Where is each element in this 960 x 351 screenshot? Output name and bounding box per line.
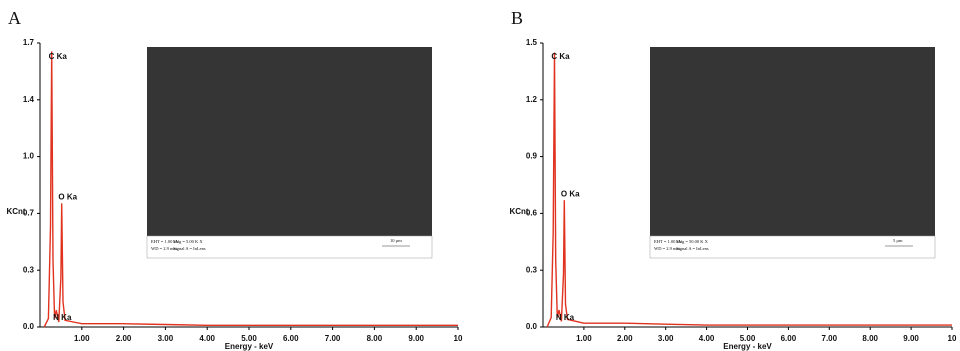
sem-image — [147, 47, 432, 236]
x-tick-label: 8.00 — [367, 334, 383, 343]
x-tick-label: 1.00 — [74, 334, 90, 343]
x-tick-label: 10 — [948, 334, 957, 343]
x-tick-label: 2.00 — [116, 334, 132, 343]
x-tick-label: 9.00 — [408, 334, 424, 343]
x-tick-label: 8.00 — [862, 334, 878, 343]
x-axis-label: Energy - keV — [225, 342, 274, 351]
x-tick-label: 10 — [454, 334, 463, 343]
scale-bar-label: 5 µm — [893, 238, 903, 243]
x-tick-label: 3.00 — [158, 334, 174, 343]
peak-label: C Ka — [49, 52, 68, 61]
x-tick-label: 4.00 — [699, 334, 715, 343]
y-tick-label: 1.5 — [526, 38, 538, 47]
x-tick-label: 6.00 — [283, 334, 299, 343]
x-tick-label: 7.00 — [325, 334, 341, 343]
y-tick-label: 1.0 — [23, 152, 35, 161]
x-tick-label: 1.00 — [576, 334, 592, 343]
peak-label: C Ka — [551, 52, 570, 61]
x-axis-label: Energy - keV — [723, 342, 772, 351]
inset-info: Mag = 50.00 K X — [676, 239, 709, 244]
peak-label: N Ka — [556, 313, 575, 322]
inset-info: Signal A = InLens — [676, 246, 709, 251]
y-tick-label: 1.7 — [23, 38, 35, 47]
x-tick-label: 9.00 — [903, 334, 919, 343]
y-tick-label: 0.0 — [23, 322, 35, 331]
y-tick-label: 1.4 — [23, 95, 35, 104]
y-tick-label: 0.9 — [526, 152, 538, 161]
panel-label: B — [511, 8, 523, 28]
peak-label: O Ka — [561, 189, 580, 198]
inset-info: Mag = 5.00 K X — [173, 239, 203, 244]
x-tick-label: 4.00 — [199, 334, 215, 343]
y-tick-label: 0.3 — [23, 265, 35, 274]
x-tick-label: 7.00 — [822, 334, 838, 343]
figure: AEHT = 1.00 kVMag = 5.00 K XWD = 2.9 mmS… — [0, 0, 960, 351]
peak-label: N Ka — [53, 313, 72, 322]
y-tick-label: 0.3 — [526, 265, 538, 274]
y-axis-label: KCnt — [509, 207, 528, 216]
sem-image — [650, 47, 935, 236]
peak-label: O Ka — [58, 192, 77, 201]
x-tick-label: 3.00 — [658, 334, 674, 343]
y-axis-label: KCnt — [6, 207, 25, 216]
scale-bar-label: 10 µm — [390, 238, 402, 243]
y-tick-label: 0.0 — [526, 322, 538, 331]
y-tick-label: 1.2 — [526, 95, 538, 104]
x-tick-label: 2.00 — [617, 334, 633, 343]
inset-info: Signal A = InLens — [173, 246, 206, 251]
panel-label: A — [8, 8, 21, 28]
x-tick-label: 6.00 — [781, 334, 797, 343]
